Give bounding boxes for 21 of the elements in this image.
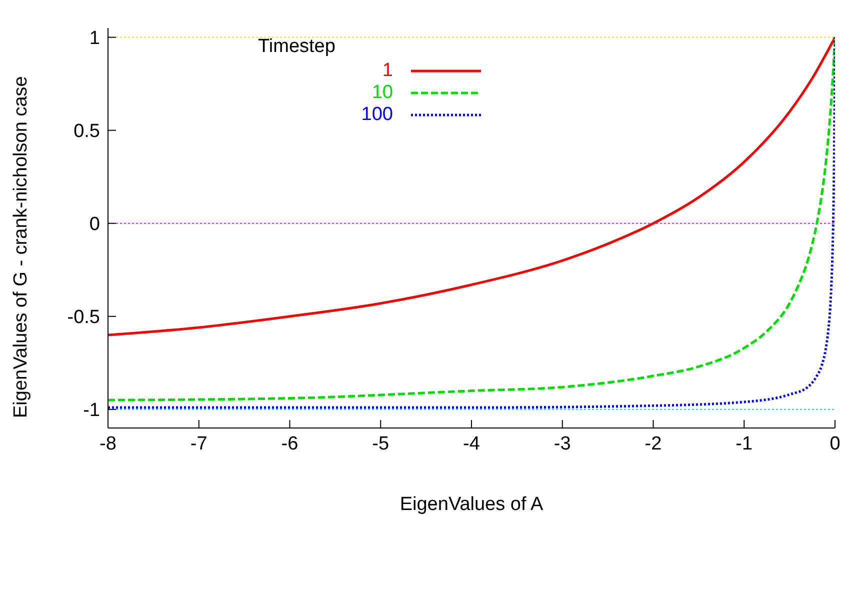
x-axis-title: EigenValues of A	[400, 494, 544, 515]
y-tick-label: 1	[89, 28, 100, 50]
x-tick-label: -7	[190, 433, 208, 454]
y-tick-label: 0.5	[74, 121, 100, 142]
legend-label: 1	[381, 60, 393, 82]
legend-label: 100	[360, 104, 393, 126]
x-tick-label: 0	[830, 433, 840, 454]
x-tick-label: -5	[372, 433, 390, 454]
x-tick-label: -2	[644, 433, 662, 454]
line-series	[108, 36, 835, 336]
y-tick-label: 0	[89, 214, 100, 236]
legend-label: 10	[370, 82, 393, 104]
y-axis-title: EigenValues of G - crank-nicholson case	[10, 76, 32, 418]
legend-title: Timestep	[258, 36, 336, 58]
x-tick-label: -4	[463, 433, 480, 454]
x-tick-label: -3	[554, 433, 571, 454]
x-tick-label: -6	[281, 433, 298, 454]
y-tick-label: -0.5	[67, 307, 100, 328]
y-tick-label: -1	[83, 400, 100, 422]
x-tick-label: -1	[736, 433, 753, 454]
x-tick-label: -8	[100, 433, 116, 454]
